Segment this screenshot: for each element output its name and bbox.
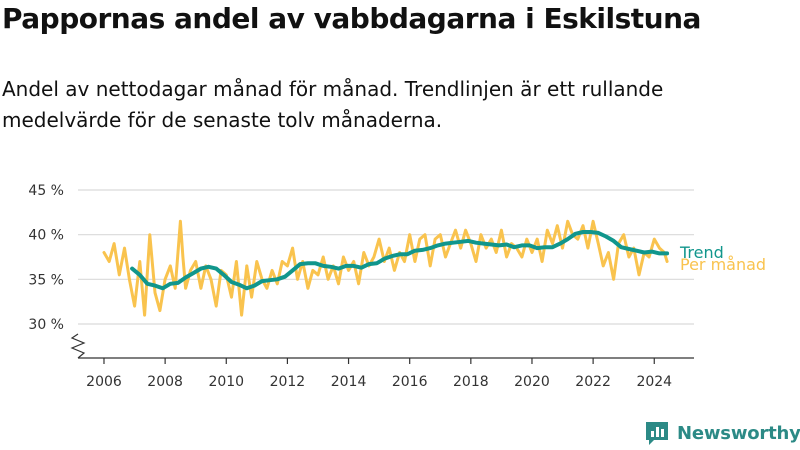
y-tick-label: 30 %: [28, 317, 64, 333]
y-tick-label: 45 %: [28, 183, 64, 199]
y-tick-label: 40 %: [28, 228, 64, 244]
newsworthy-logo: Newsworthy: [644, 420, 800, 446]
x-tick-label: 2008: [147, 374, 183, 390]
x-tick-label: 2016: [392, 374, 428, 390]
axis-break-icon: [70, 333, 86, 359]
chart-subtitle: Andel av nettodagar månad för månad. Tre…: [2, 77, 664, 132]
y-tick-label: 35 %: [28, 272, 64, 288]
bar-chart-icon: [646, 422, 668, 445]
x-tick-label: 2010: [208, 374, 244, 390]
x-tick-label: 2012: [270, 374, 306, 390]
x-tick-label: 2022: [575, 374, 611, 390]
x-tick-label: 2006: [86, 374, 122, 390]
chart-title: Pappornas andel av vabbdagarna i Eskilst…: [2, 2, 701, 35]
series: [102, 219, 670, 317]
brand-name: Newsworthy: [677, 422, 800, 444]
x-tick-label: 2014: [331, 374, 367, 390]
x-tick-label: 2018: [453, 374, 489, 390]
x-tick-label: 2024: [636, 374, 672, 390]
trend-line: [130, 230, 670, 291]
x-tick-label: 2020: [514, 374, 550, 390]
series-label-monthly: Per månad: [680, 255, 766, 274]
axes: 30 % 35 % 40 % 45 % 2006 2008 2010 2012 2014 2016…: [28, 183, 694, 390]
monthly-line: [102, 219, 669, 317]
series-label-trend: Trend: [679, 243, 724, 262]
